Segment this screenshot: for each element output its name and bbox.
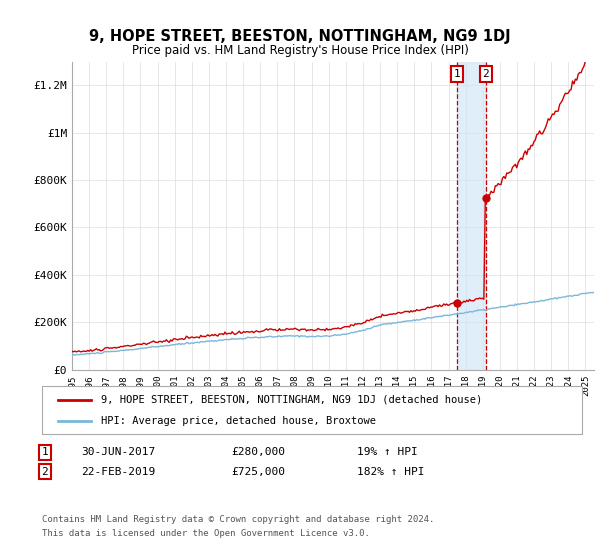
Bar bbox=[457, 62, 485, 370]
Text: Contains HM Land Registry data © Crown copyright and database right 2024.: Contains HM Land Registry data © Crown c… bbox=[42, 515, 434, 524]
Text: Price paid vs. HM Land Registry's House Price Index (HPI): Price paid vs. HM Land Registry's House … bbox=[131, 44, 469, 57]
Text: 182% ↑ HPI: 182% ↑ HPI bbox=[357, 466, 425, 477]
Text: £725,000: £725,000 bbox=[231, 466, 285, 477]
FancyBboxPatch shape bbox=[42, 386, 582, 434]
Text: 1: 1 bbox=[41, 447, 49, 458]
Text: £280,000: £280,000 bbox=[231, 447, 285, 458]
Text: This data is licensed under the Open Government Licence v3.0.: This data is licensed under the Open Gov… bbox=[42, 529, 370, 538]
Text: 22-FEB-2019: 22-FEB-2019 bbox=[81, 466, 155, 477]
Text: 9, HOPE STREET, BEESTON, NOTTINGHAM, NG9 1DJ (detached house): 9, HOPE STREET, BEESTON, NOTTINGHAM, NG9… bbox=[101, 395, 482, 405]
Text: 2: 2 bbox=[482, 69, 489, 79]
Text: 19% ↑ HPI: 19% ↑ HPI bbox=[357, 447, 418, 458]
Text: 1: 1 bbox=[454, 69, 460, 79]
Text: 9, HOPE STREET, BEESTON, NOTTINGHAM, NG9 1DJ: 9, HOPE STREET, BEESTON, NOTTINGHAM, NG9… bbox=[89, 29, 511, 44]
Text: 2: 2 bbox=[41, 466, 49, 477]
Text: HPI: Average price, detached house, Broxtowe: HPI: Average price, detached house, Brox… bbox=[101, 416, 376, 426]
Text: 30-JUN-2017: 30-JUN-2017 bbox=[81, 447, 155, 458]
